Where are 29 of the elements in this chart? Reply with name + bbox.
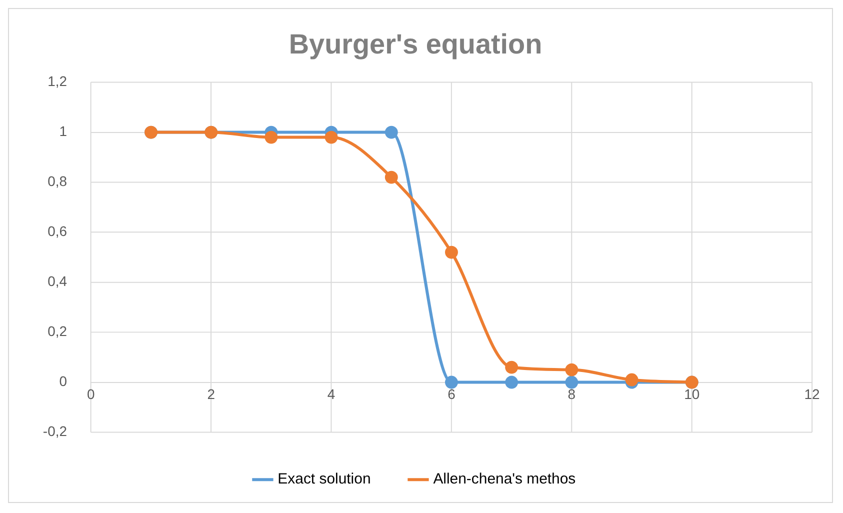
x-tick-label: 4 — [327, 386, 336, 402]
point — [324, 130, 338, 144]
y-tick-label: 0,2 — [48, 323, 68, 340]
point — [384, 126, 398, 139]
y-tick-label: 1,2 — [48, 73, 68, 90]
x-tick-label: 12 — [804, 386, 820, 402]
point — [445, 246, 458, 259]
x-tick-label: 10 — [684, 386, 700, 402]
x-tick-label: 6 — [448, 386, 456, 402]
point — [505, 360, 518, 374]
y-tick-label: -0,2 — [42, 423, 68, 440]
point — [565, 376, 578, 389]
y-tick-label: 0,8 — [48, 173, 68, 190]
x-tick-label: 8 — [568, 386, 576, 402]
legend-label: Exact solution — [278, 470, 371, 488]
point — [505, 376, 518, 389]
point — [445, 376, 458, 389]
x-tick-label: 2 — [207, 386, 216, 402]
point — [264, 130, 278, 144]
y-tick-label: 0,6 — [48, 223, 68, 240]
point — [384, 170, 398, 184]
y-tick-label: 1 — [59, 123, 68, 140]
y-tick-label: 0 — [59, 373, 68, 390]
y-tick-label: 0,4 — [48, 273, 68, 290]
point — [565, 363, 578, 376]
point — [625, 373, 638, 386]
legend-label: Allen-chena's methos — [433, 470, 576, 488]
chart-title: Byurger's equation — [288, 28, 542, 60]
x-tick-label: 0 — [87, 386, 96, 402]
